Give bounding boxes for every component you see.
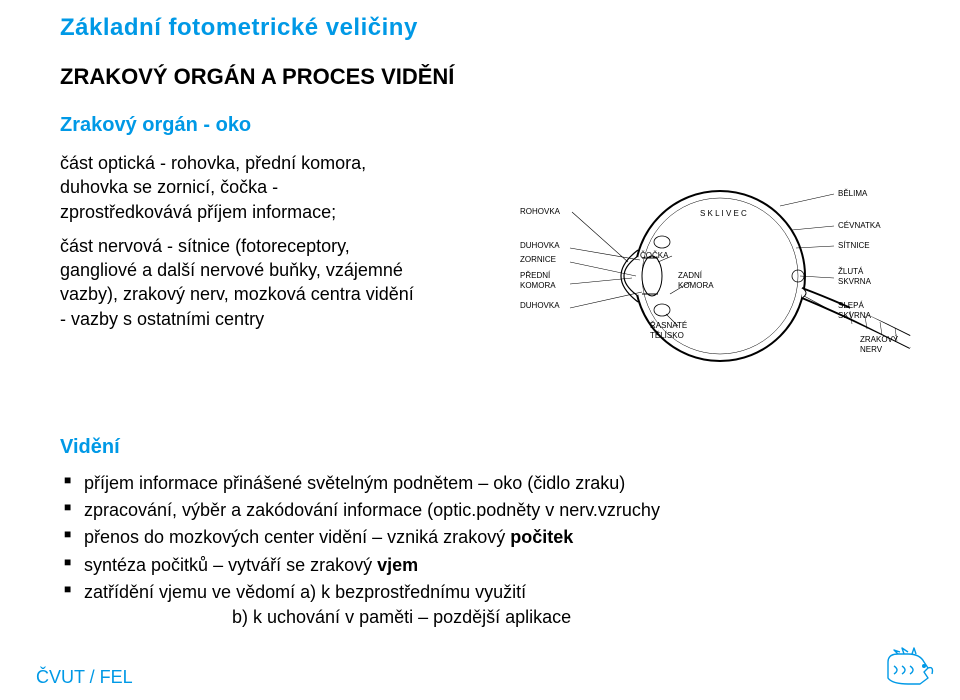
- paragraph-nervova: část nervová - sítnice (fotoreceptory, g…: [60, 234, 490, 331]
- diagram-label: ŘASNATÉ: [650, 321, 687, 330]
- diagram-label: PŘEDNÍ: [520, 271, 551, 280]
- text-line: část nervová - sítnice (fotoreceptory,: [60, 236, 350, 256]
- diagram-label: ZADNÍ: [678, 271, 703, 280]
- diagram-label: KOMORA: [520, 281, 556, 290]
- diagram-label: ZRAKOVÝ: [860, 335, 899, 344]
- sub-heading: Zrakový orgán - oko: [60, 114, 924, 137]
- videni-list-extra: b) k uchování v paměti – pozdější aplika…: [60, 607, 924, 628]
- diagram-label: SKVRNA: [838, 311, 872, 320]
- diagram-label: ZORNICE: [520, 255, 556, 264]
- text-line: část optická - rohovka, přední komora,: [60, 153, 366, 173]
- list-item: zatřídění vjemu ve vědomí a) k bezprostř…: [64, 580, 924, 605]
- diagram-label: S K L I V E C: [700, 209, 747, 218]
- list-text: přenos do mozkových center vidění – vzni…: [84, 527, 573, 547]
- section-heading: ZRAKOVÝ ORGÁN A PROCES VIDĚNÍ: [60, 64, 924, 90]
- diagram-label: TĚLÍSKO: [650, 331, 684, 340]
- diagram-label: SKVRNA: [838, 277, 872, 286]
- cvut-lion-logo: [880, 646, 936, 688]
- text-line: duhovka se zornicí, čočka -: [60, 177, 278, 197]
- list-item: příjem informace přinášené světelným pod…: [64, 471, 924, 496]
- diagram-label: ŽLUTÁ: [838, 267, 864, 276]
- diagram-label: SÍTNICE: [838, 241, 870, 250]
- list-item: syntéza počitků – vytváří se zrakový vje…: [64, 553, 924, 578]
- diagram-label: NERV: [860, 345, 883, 354]
- paragraph-opticka: část optická - rohovka, přední komora, d…: [60, 151, 490, 224]
- footer: ČVUT / FEL: [36, 646, 936, 688]
- text-line: zprostředkovává příjem informace;: [60, 202, 336, 222]
- list-item: přenos do mozkových center vidění – vzni…: [64, 525, 924, 550]
- list-text: syntéza počitků – vytváří se zrakový vje…: [84, 555, 418, 575]
- text-line: - vazby s ostatními centry: [60, 309, 264, 329]
- text-line: gangliové a další nervové buňky, vzájemn…: [60, 260, 403, 280]
- text-line: vazby), zrakový nerv, mozková centra vid…: [60, 284, 414, 304]
- footer-text: ČVUT / FEL: [36, 667, 133, 688]
- content-area: ZRAKOVÝ ORGÁN A PROCES VIDĚNÍ Zrakový or…: [0, 42, 960, 628]
- diagram-label: ČOČKA: [640, 251, 669, 260]
- videni-list: příjem informace přinášené světelným pod…: [60, 471, 924, 605]
- diagram-column: ROHOVKADUHOVKAZORNICEPŘEDNÍKOMORADUHOVKA…: [510, 151, 930, 406]
- eye-diagram: ROHOVKADUHOVKAZORNICEPŘEDNÍKOMORADUHOVKA…: [510, 151, 930, 401]
- diagram-label: CÉVNATKA: [838, 221, 881, 230]
- page-title: Základní fotometrické veličiny: [0, 0, 960, 42]
- two-column-row: část optická - rohovka, přední komora, d…: [60, 151, 924, 406]
- diagram-label: ROHOVKA: [520, 207, 561, 216]
- videni-heading: Vidění: [60, 436, 924, 459]
- diagram-label: SLEPÁ: [838, 301, 864, 310]
- diagram-label: KOMORA: [678, 281, 714, 290]
- text-column: část optická - rohovka, přední komora, d…: [60, 151, 490, 341]
- list-item: zpracování, výběr a zakódování informace…: [64, 498, 924, 523]
- diagram-label: DUHOVKA: [520, 301, 560, 310]
- diagram-label: BĚLIMA: [838, 189, 868, 198]
- diagram-label: DUHOVKA: [520, 241, 560, 250]
